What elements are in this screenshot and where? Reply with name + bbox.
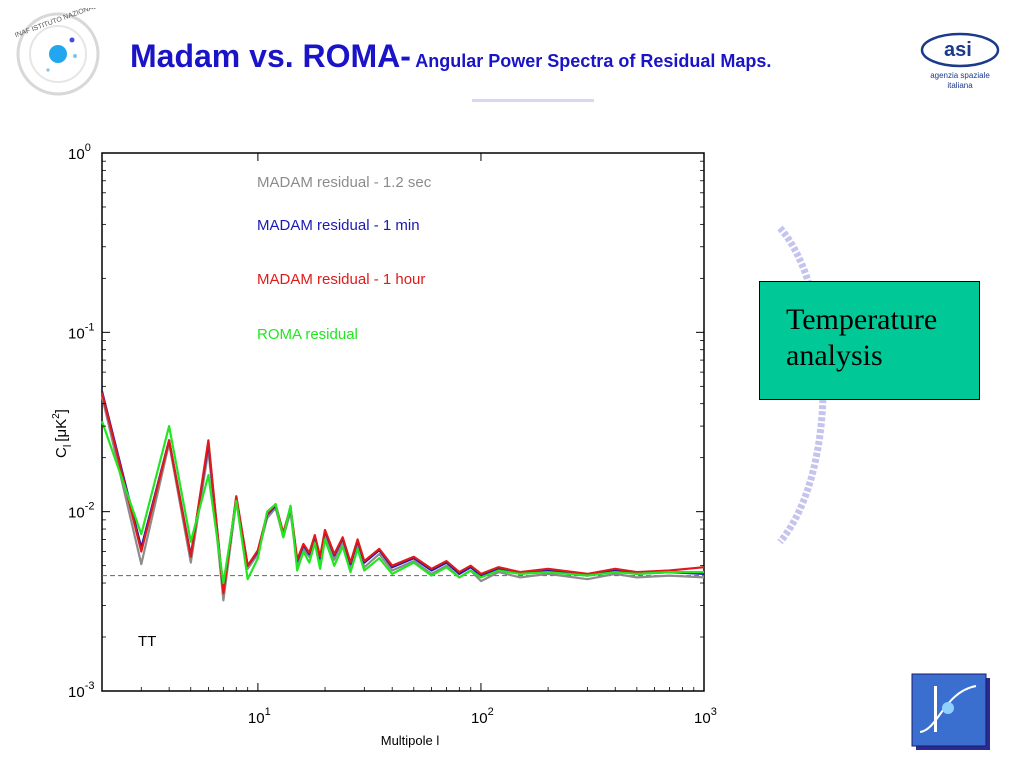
series-line-2: [100, 392, 705, 595]
power-spectrum-chart: 101 102 103 100 10-1 10-2 10-3 MADAM residual …: [0, 120, 740, 760]
slide-title-sub: Angular Power Spectra of Residual Maps.: [410, 51, 772, 71]
institute-logo: [910, 672, 992, 752]
tt-annotation: TT: [138, 633, 156, 650]
temperature-analysis-box: Temperature analysis: [759, 281, 980, 400]
legend-entry-2: MADAM residual - 1 hour: [257, 271, 425, 288]
x-axis-label: Multipole l: [381, 733, 440, 748]
legend-entry-1: MADAM residual - 1 min: [257, 217, 420, 234]
inaf-logo: INAF ISTITUTO NAZIONALE DI ASTROFISICA: [8, 0, 156, 100]
slide-title-main: Madam vs. ROMA-: [130, 38, 411, 74]
box-line-2: analysis: [786, 339, 883, 372]
x-tick-label-1: 102: [471, 706, 494, 727]
y-tick-label-1: 10-1: [68, 321, 94, 342]
y-axis-label-unit-end: ]: [53, 409, 70, 413]
svg-text:asi: asi: [944, 39, 972, 61]
asi-logo: asi agenzia spaziale italiana: [910, 28, 1010, 94]
asi-logo-line2: italiana: [947, 81, 973, 90]
x-tick-label-2: 103: [694, 706, 717, 727]
y-tick-label-3: 10-3: [68, 680, 94, 701]
y-axis-label: Cl [μK2]: [51, 409, 74, 458]
y-axis-label-unit-sup: 2: [51, 413, 62, 419]
series-line-3: [100, 420, 704, 585]
y-axis-label-sub: l: [62, 445, 74, 447]
plot-frame: [101, 152, 705, 692]
temperature-analysis-text: Temperature analysis: [786, 302, 937, 374]
title-underline: [472, 99, 594, 102]
y-axis-label-unit: [μK: [53, 419, 70, 442]
asi-logo-line1: agenzia spaziale: [930, 71, 990, 80]
legend-entry-0: MADAM residual - 1.2 sec: [257, 174, 432, 191]
chart-svg: 101 102 103 100 10-1 10-2 10-3 MADAM residual …: [51, 142, 717, 748]
x-tick-label-0: 101: [248, 706, 271, 727]
box-line-1: Temperature: [786, 303, 938, 336]
legend-entry-3: ROMA residual: [257, 326, 358, 343]
y-tick-label-0: 100: [68, 142, 91, 163]
y-tick-label-2: 10-2: [68, 501, 94, 522]
slide-title: Madam vs. ROMA- Angular Power Spectra of…: [130, 38, 771, 75]
y-axis-label-main: C: [53, 447, 70, 458]
